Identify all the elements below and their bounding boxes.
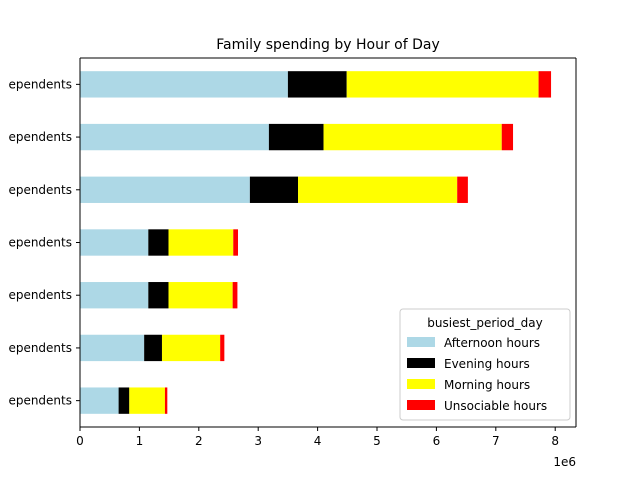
bar-2-series-2 [268, 123, 324, 151]
bar-3-series-1 [80, 176, 250, 203]
bar-6-series-4 [220, 334, 225, 362]
bar-6-series-3 [161, 334, 221, 362]
bar-4-series-3 [168, 229, 234, 256]
legend-label-2: Evening hours [444, 357, 530, 371]
x-tick-label: 5 [373, 434, 381, 448]
legend-label-1: Afternoon hours [444, 336, 540, 350]
bar-6-series-2 [144, 334, 162, 362]
bar-1-series-3 [346, 71, 539, 98]
legend-label-4: Unsociable hours [444, 399, 547, 413]
legend-label-3: Morning hours [444, 378, 530, 392]
bar-5-series-4 [232, 282, 238, 309]
x-tick-label: 6 [433, 434, 441, 448]
x-tick-label: 8 [551, 434, 559, 448]
bar-1-series-2 [287, 71, 347, 98]
y-tick-label: ependents [8, 394, 72, 408]
legend: busiest_period_day Afternoon hours Evening… [399, 308, 571, 421]
y-tick-label: ependents [8, 183, 72, 197]
bar-4-series-1 [80, 229, 149, 256]
bar-7-series-3 [129, 387, 165, 414]
x-offset-label: 1e6 [553, 455, 576, 469]
bar-3-series-2 [249, 176, 299, 203]
x-tick-label: 3 [254, 434, 262, 448]
bar-4-series-4 [233, 229, 239, 256]
x-tick-label: 0 [76, 434, 84, 448]
bars-group [80, 71, 552, 414]
bar-5-series-2 [148, 282, 169, 309]
y-tick-label: ependents [8, 236, 72, 250]
legend-title: busiest_period_day [427, 316, 542, 330]
y-tick-label: ependents [8, 341, 72, 355]
y-tick-label: ependents [8, 130, 72, 144]
legend-swatch-1 [407, 337, 435, 347]
bar-3-series-4 [457, 176, 468, 203]
bar-7-series-4 [164, 387, 168, 414]
bar-7-series-2 [118, 387, 130, 414]
x-tick-label: 7 [492, 434, 500, 448]
bar-1-series-4 [538, 71, 552, 98]
chart-title: Family spending by Hour of Day [216, 37, 440, 53]
legend-swatch-4 [407, 400, 435, 410]
bar-4-series-2 [148, 229, 169, 256]
bar-2-series-3 [323, 123, 502, 151]
x-tick-label: 4 [314, 434, 322, 448]
bar-6-series-1 [80, 334, 145, 362]
bar-3-series-3 [298, 176, 458, 203]
x-tick-label: 2 [195, 434, 203, 448]
legend-swatch-3 [407, 379, 435, 389]
bar-5-series-1 [80, 282, 149, 309]
y-tick-label: ependents [8, 288, 72, 302]
axes-group: 0 1 2 3 4 5 6 7 8 1e6 ependents ependents ependents e… [8, 57, 577, 469]
bar-2-series-4 [501, 123, 514, 151]
legend-box [399, 308, 571, 421]
bar-1-series-1 [80, 71, 288, 98]
x-tick-label: 1 [136, 434, 144, 448]
legend-swatch-2 [407, 358, 435, 368]
bar-2-series-1 [80, 123, 269, 151]
bar-5-series-3 [168, 282, 233, 309]
y-tick-label: ependents [8, 77, 72, 91]
bar-7-series-1 [80, 387, 119, 414]
